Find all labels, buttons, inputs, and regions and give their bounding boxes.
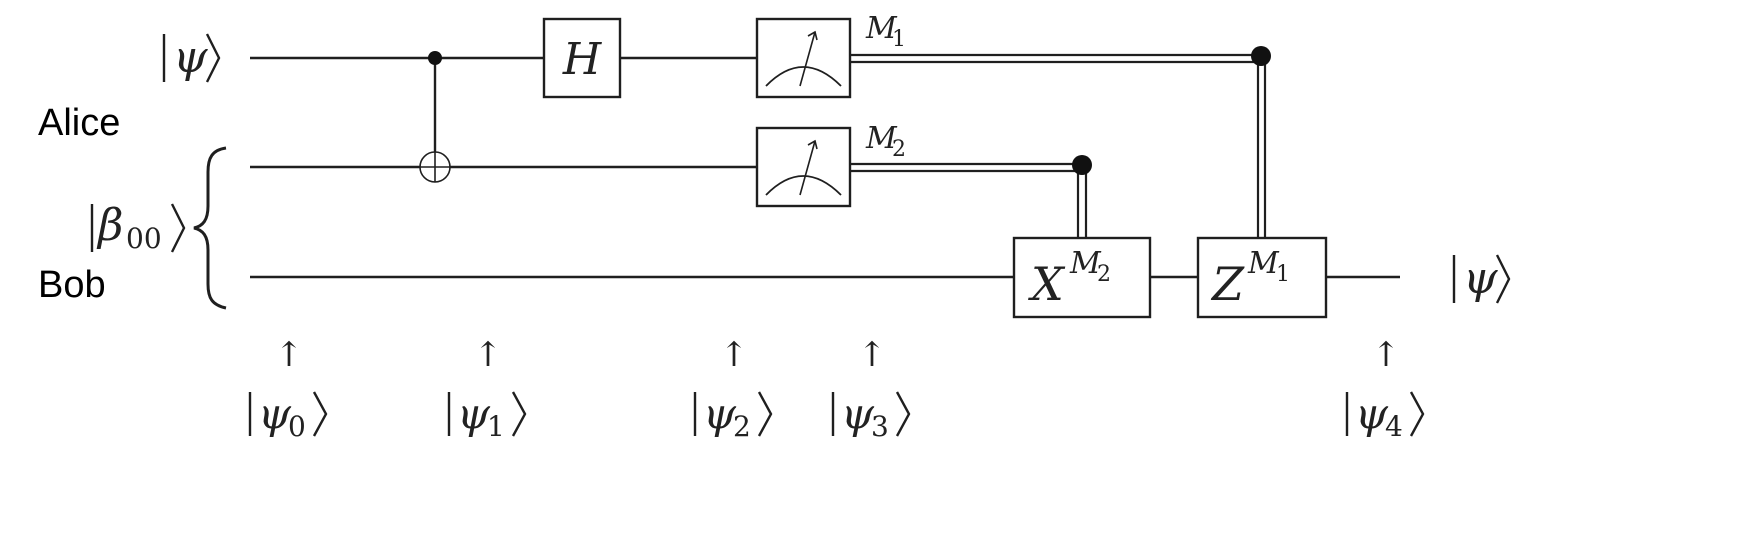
state-subscript: 1 — [487, 410, 505, 443]
state-psi: ψ — [703, 389, 737, 438]
state-subscript: 4 — [1385, 410, 1403, 443]
state-subscript: 0 — [288, 410, 306, 443]
hadamard-label: H — [562, 34, 603, 85]
z-gate-superscript: M — [1247, 246, 1280, 281]
x-gate-superscript: M — [1069, 246, 1102, 281]
beta-subscript: 00 — [126, 222, 162, 255]
alice-label: Alice — [38, 102, 120, 144]
m2-label: M — [865, 121, 898, 156]
beta-symbol: β — [96, 200, 123, 251]
state-marker-psi3: ↑ ψ 3 — [831, 335, 911, 443]
state-arrow: ↑ — [474, 335, 503, 375]
z-correction-gate: Z M 1 — [1196, 236, 1328, 319]
output-ket-psi: ψ — [1452, 253, 1511, 304]
classical-wire-m1 — [850, 46, 1271, 238]
state-marker-psi4: ↑ ψ 4 — [1345, 335, 1425, 443]
z-gate-label: Z — [1210, 257, 1245, 311]
measurement-label-m1: M 1 — [865, 11, 906, 52]
x-gate-superscript-sub: 2 — [1097, 262, 1111, 287]
measurement-meter-1 — [755, 17, 852, 99]
state-marker-psi1: ↑ ψ 1 — [447, 335, 527, 443]
state-arrow: ↑ — [1372, 335, 1401, 375]
state-arrow: ↑ — [858, 335, 887, 375]
measurement-label-m2: M 2 — [865, 121, 906, 162]
meter-1-needle — [799, 31, 816, 87]
cnot-gate — [419, 51, 451, 183]
state-psi: ψ — [841, 389, 875, 438]
state-marker-psi2: ↑ ψ 2 — [693, 335, 773, 443]
state-arrow: ↑ — [720, 335, 749, 375]
entangled-pair-brace — [193, 146, 227, 310]
state-psi: ψ — [1355, 389, 1389, 438]
cnot-control-dot — [428, 51, 442, 65]
x-correction-gate: X M 2 — [1012, 236, 1152, 319]
output-psi-symbol: ψ — [1463, 253, 1498, 304]
z-gate-superscript-sub: 1 — [1276, 262, 1290, 287]
state-psi: ψ — [258, 389, 292, 438]
state-subscript: 2 — [733, 410, 751, 443]
x-gate-label: X — [1028, 257, 1066, 311]
state-marker-psi0: ↑ ψ 0 — [248, 335, 328, 443]
m1-control-dot — [1251, 46, 1271, 66]
hadamard-gate: H — [542, 17, 622, 99]
input-psi-symbol: ψ — [173, 32, 208, 83]
classical-wire-m2 — [850, 155, 1092, 238]
input-ket-beta00: β 00 — [90, 200, 186, 255]
bob-label: Bob — [38, 264, 106, 306]
m2-control-dot — [1072, 155, 1092, 175]
m1-subscript: 1 — [892, 27, 906, 52]
measurement-meter-2 — [755, 126, 852, 208]
state-arrow: ↑ — [275, 335, 304, 375]
meter-2-needle — [799, 140, 816, 196]
state-psi: ψ — [457, 389, 491, 438]
m1-label: M — [865, 11, 898, 46]
state-subscript: 3 — [871, 410, 889, 443]
input-ket-psi: ψ — [162, 32, 221, 83]
m2-subscript: 2 — [892, 137, 906, 162]
